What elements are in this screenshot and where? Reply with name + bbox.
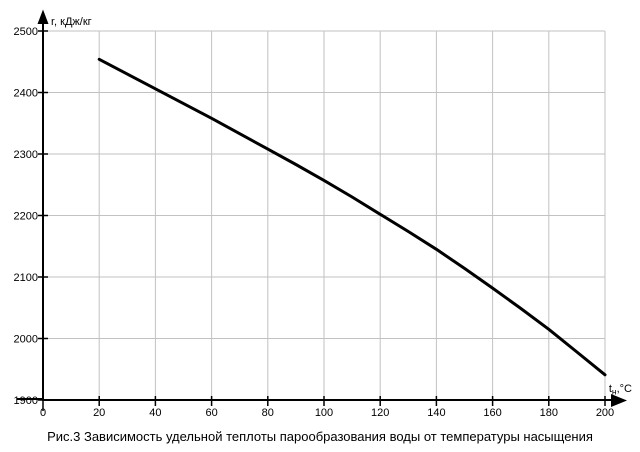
x-tick-label: 120 (371, 407, 389, 419)
x-tick-label: 160 (483, 407, 501, 419)
x-axis-label: tн,°C (609, 383, 632, 397)
data-curve (97, 57, 607, 377)
y-tick-label: 2300 (14, 149, 38, 161)
x-tick-label: 20 (93, 407, 105, 419)
y-axis-label: r, кДж/кг (51, 16, 92, 28)
y-tick-label: 2500 (14, 26, 38, 38)
x-tick-label: 0 (40, 407, 46, 419)
y-tick-label: 1900 (14, 395, 38, 407)
y-tick-label: 2000 (14, 334, 38, 346)
x-tick-label: 140 (427, 407, 445, 419)
x-axis-arrow-icon (611, 394, 627, 407)
x-tick-label: 100 (315, 407, 333, 419)
x-tick-label: 180 (540, 407, 558, 419)
x-axis-label-sub: н (612, 387, 617, 397)
y-tick-label: 2100 (14, 272, 38, 284)
x-tick-label: 200 (596, 407, 614, 419)
x-axis-label-unit: ,°C (617, 383, 632, 395)
x-axis-label-base: t (609, 383, 612, 395)
x-tick-label: 40 (149, 407, 161, 419)
tick-layer (38, 30, 606, 411)
grid-layer (43, 30, 606, 400)
y-tick-label: 2200 (14, 211, 38, 223)
x-tick-label: 60 (205, 407, 217, 419)
x-tick-label: 80 (262, 407, 274, 419)
figure-caption: Рис.3 Зависимость удельной теплоты пароо… (47, 429, 593, 444)
tick-label-layer: 0 20 40 60 80 100 120 140 160 180 200 1900 2000 2100 2… (14, 26, 615, 419)
y-axis-arrow-icon (37, 9, 49, 24)
y-tick-label: 2400 (14, 88, 38, 100)
